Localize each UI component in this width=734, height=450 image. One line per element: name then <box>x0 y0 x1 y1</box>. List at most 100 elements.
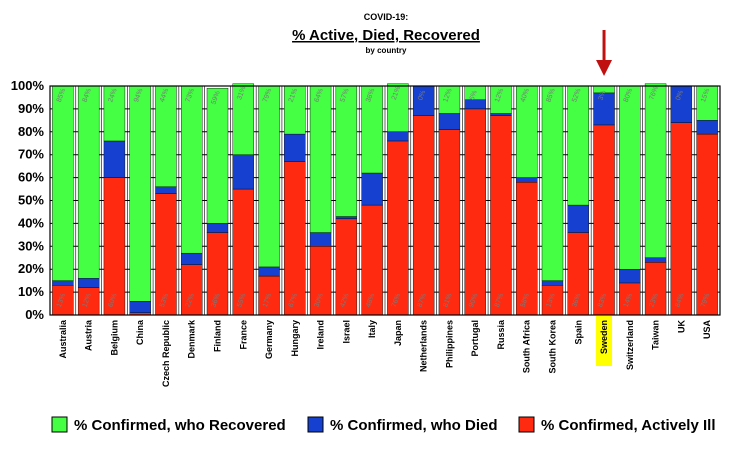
bar-group: 73% 22% <box>181 85 203 316</box>
x-tick-label: Spain <box>573 320 583 345</box>
data-label-recovered: 85% <box>545 88 556 104</box>
bar-segment-died <box>490 113 512 116</box>
x-tick-label: South Korea <box>548 319 558 373</box>
y-tick-label: 0% <box>25 307 44 322</box>
bar-segment-recovered <box>387 83 409 132</box>
data-label-recovered: 0% <box>675 90 685 102</box>
bar-segment-died <box>52 280 74 286</box>
bar-segment-died <box>567 204 589 233</box>
data-label-ill: 87% <box>417 293 428 309</box>
data-label-recovered: 3% <box>598 90 608 102</box>
legend: % Confirmed, who Recovered % Confirmed, w… <box>51 416 716 434</box>
bar-segment-died <box>206 223 229 233</box>
data-label-ill: 58% <box>520 293 531 309</box>
data-label-recovered: 0% <box>417 90 427 102</box>
x-tick-label: South Africa <box>522 319 532 373</box>
bar-group: 59% 36% <box>206 88 229 316</box>
data-label-recovered: 80% <box>623 88 634 104</box>
data-label-recovered: 44% <box>159 88 170 104</box>
x-tick-label: Belgium <box>109 320 119 356</box>
x-tick-label: UK <box>676 320 686 333</box>
data-label-ill: 36% <box>571 293 582 309</box>
bar-group: 21% 76% <box>387 83 409 316</box>
bar-segment-recovered <box>129 85 151 302</box>
y-tick-label: 50% <box>18 193 44 208</box>
bar-segment-recovered <box>309 85 332 233</box>
bar-group: 6% 90% <box>464 85 486 316</box>
data-label-ill: 12% <box>82 293 93 309</box>
data-label-ill: 14% <box>623 293 634 309</box>
bar-group: 52% 36% <box>567 85 589 316</box>
bar-segment-died <box>438 113 461 130</box>
y-tick-label: 10% <box>18 284 44 299</box>
bar-segment-ill <box>412 115 435 316</box>
bar-segment-died <box>335 216 358 220</box>
data-label-recovered: 38% <box>365 88 376 104</box>
bar-segment-recovered <box>644 83 667 258</box>
data-label-recovered: 52% <box>571 88 582 104</box>
data-label-ill: 13% <box>56 293 67 309</box>
legend-label: % Confirmed, who Recovered <box>74 417 286 434</box>
bar-segment-ill <box>387 140 409 316</box>
data-label-ill: 36% <box>210 293 221 309</box>
bar-segment-died <box>232 154 254 190</box>
x-tick-label: Finland <box>213 320 223 352</box>
bar-segment-died <box>258 266 280 277</box>
bar-group: 94% <box>129 85 151 316</box>
data-label-recovered: 12% <box>494 88 505 104</box>
x-tick-label: Italy <box>367 320 377 338</box>
x-axis-ticks: Australia Austria Belgium China Czech Republ… <box>58 316 712 387</box>
legend-label: % Confirmed, Actively Ill <box>541 417 716 434</box>
data-label-recovered: 73% <box>185 88 196 104</box>
bar-segment-died <box>696 120 718 135</box>
bar-group: 64% 30% <box>309 85 332 316</box>
chart-title: % Active, Died, Recovered <box>292 27 480 44</box>
y-tick-label: 90% <box>18 101 44 116</box>
x-tick-label: China <box>135 319 145 345</box>
bar-segment-died <box>129 301 151 313</box>
bar-segment-died <box>284 133 306 162</box>
bar-segment-died <box>387 131 409 142</box>
x-tick-label: Philippines <box>444 320 454 368</box>
y-tick-label: 100% <box>11 78 45 93</box>
chart-subtitle: by country <box>366 46 407 55</box>
highlight-box <box>596 316 613 366</box>
legend-swatch <box>518 416 535 433</box>
x-tick-label: Portugal <box>470 320 480 357</box>
x-tick-label: Switzerland <box>625 320 635 370</box>
bar-segment-ill <box>696 133 718 316</box>
data-label-recovered: 21% <box>391 85 402 101</box>
data-label-ill: 81% <box>442 293 453 309</box>
bar-group: 44% 53% <box>155 85 177 316</box>
data-label-ill: 30% <box>313 293 324 309</box>
bar-segment-died <box>619 269 641 284</box>
data-label-ill: 17% <box>262 293 273 309</box>
bar-segment-died <box>77 278 100 288</box>
bar-group: 76% 23% <box>644 83 667 316</box>
bar-segment-recovered <box>335 85 358 217</box>
data-label-ill: 90% <box>468 293 479 309</box>
bar-group: 85% 13% <box>52 85 74 316</box>
data-label-ill: 87% <box>494 293 505 309</box>
data-label-ill: 84% <box>674 293 685 309</box>
data-label-ill: 76% <box>391 293 402 309</box>
bar-segment-recovered <box>232 83 254 155</box>
y-tick-label: 30% <box>18 238 44 253</box>
bar-group: 15% 79% <box>696 85 718 316</box>
data-label-recovered: 84% <box>82 88 93 104</box>
x-tick-label: Japan <box>393 320 403 346</box>
data-label-ill: 83% <box>597 293 608 309</box>
x-tick-label: France <box>238 320 248 350</box>
x-tick-label: Israel <box>341 320 351 344</box>
bar-group: 12% 87% <box>490 85 512 316</box>
bar-group: 57% 42% <box>335 85 358 316</box>
data-label-ill: 13% <box>545 293 556 309</box>
bar-segment-recovered <box>258 85 280 268</box>
data-label-recovered: 64% <box>313 88 324 104</box>
bar-segment-ill <box>284 161 306 316</box>
bar-group: 80% 14% <box>619 85 641 316</box>
data-label-ill: 53% <box>159 293 170 309</box>
bar-segment-died <box>516 177 538 183</box>
bar-segment-ill <box>438 129 461 316</box>
